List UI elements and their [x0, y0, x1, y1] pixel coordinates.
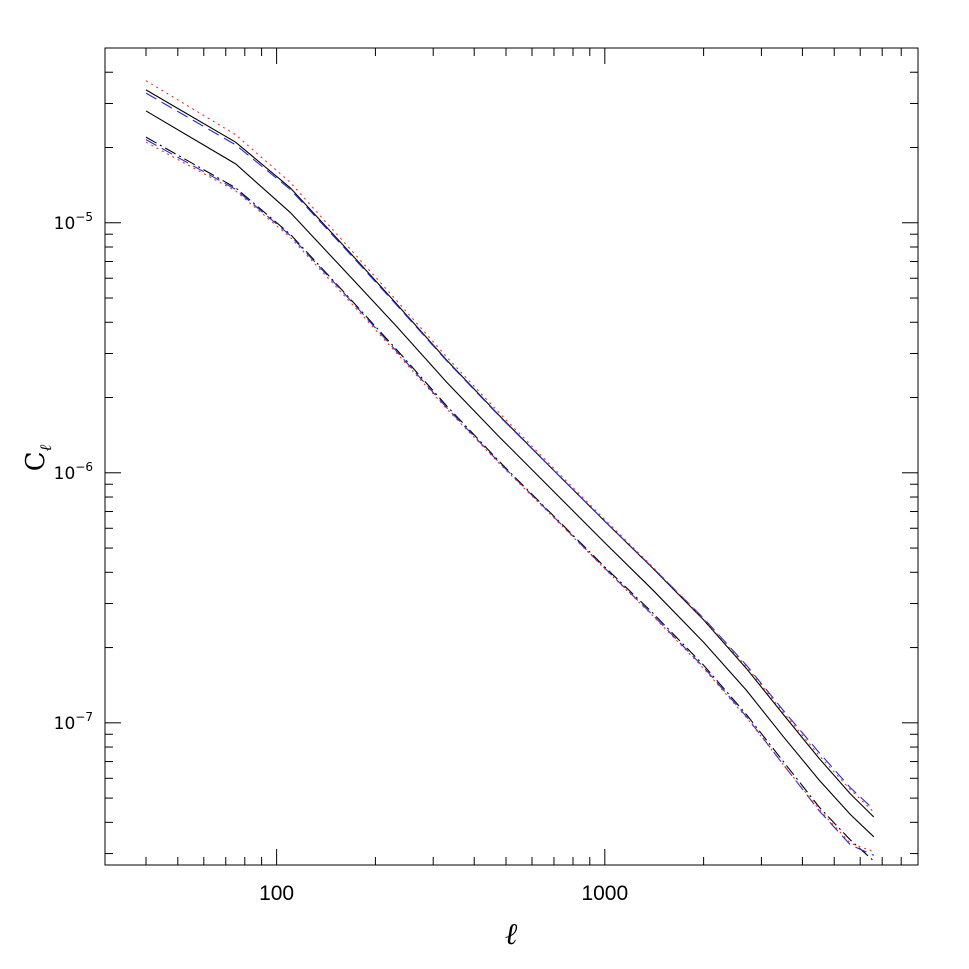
axis-tick-labels: 100 1000 10−5 10−6 10−7	[54, 210, 629, 905]
y-tick-label: 10−6	[54, 460, 93, 484]
svg-text:Cℓ: Cℓ	[21, 444, 55, 471]
series-line-5	[145, 139, 875, 856]
series-line-1	[145, 110, 875, 838]
series-line-2	[145, 89, 875, 818]
x-tick-label: 100	[259, 882, 294, 905]
series-line-4	[145, 92, 875, 810]
x-axis-label: ℓ	[505, 917, 518, 952]
y-axis-label-main: C	[21, 451, 51, 471]
data-series	[145, 80, 875, 862]
x-tick-label: 1000	[581, 882, 628, 905]
plot-frame	[104, 47, 919, 866]
y-tick-label: 10−5	[54, 210, 93, 234]
y-axis-label-sub: ℓ	[36, 444, 55, 451]
y-tick-label: 10−7	[54, 710, 93, 734]
series-line-3	[145, 136, 875, 862]
y-axis-label: Cℓ	[21, 444, 55, 471]
axis-ticks	[104, 47, 919, 865]
series-line-7	[145, 141, 874, 853]
series-line-6	[145, 80, 875, 813]
